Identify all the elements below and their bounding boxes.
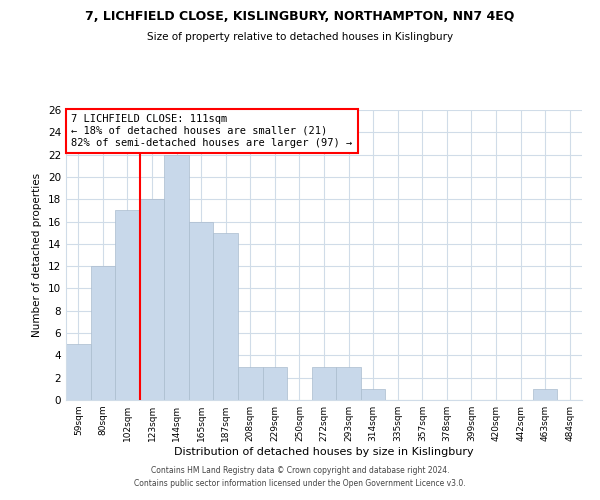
Bar [361, 389, 385, 400]
Bar [238, 366, 263, 400]
Text: 7 LICHFIELD CLOSE: 111sqm
← 18% of detached houses are smaller (21)
82% of semi-: 7 LICHFIELD CLOSE: 111sqm ← 18% of detac… [71, 114, 352, 148]
Text: Size of property relative to detached houses in Kislingbury: Size of property relative to detached ho… [147, 32, 453, 42]
Bar [214, 232, 238, 400]
Y-axis label: Number of detached properties: Number of detached properties [32, 173, 43, 337]
Bar [66, 344, 91, 400]
Bar [336, 366, 361, 400]
Bar [140, 199, 164, 400]
Bar [312, 366, 336, 400]
X-axis label: Distribution of detached houses by size in Kislingbury: Distribution of detached houses by size … [174, 447, 474, 457]
Bar [533, 389, 557, 400]
Bar [115, 210, 140, 400]
Text: 7, LICHFIELD CLOSE, KISLINGBURY, NORTHAMPTON, NN7 4EQ: 7, LICHFIELD CLOSE, KISLINGBURY, NORTHAM… [85, 10, 515, 23]
Bar [164, 154, 189, 400]
Bar [263, 366, 287, 400]
Bar [91, 266, 115, 400]
Bar [189, 222, 214, 400]
Text: Contains HM Land Registry data © Crown copyright and database right 2024.
Contai: Contains HM Land Registry data © Crown c… [134, 466, 466, 487]
